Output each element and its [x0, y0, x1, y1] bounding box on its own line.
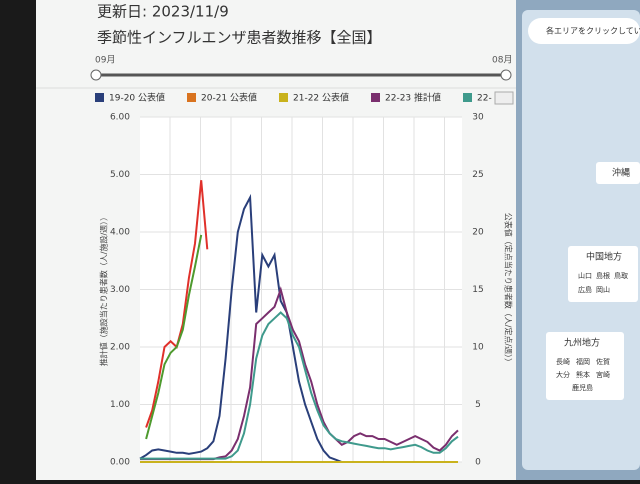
chugoku-title[interactable]: 中国地方: [586, 251, 622, 263]
legend-label[interactable]: 19-20 公表値: [109, 92, 165, 104]
kyushu-title[interactable]: 九州地方: [564, 337, 600, 349]
y2-tick-label: 5: [475, 400, 481, 410]
prefecture[interactable]: 島根: [596, 271, 610, 280]
prefecture[interactable]: 福岡: [576, 357, 590, 366]
prefecture[interactable]: 宮崎: [596, 370, 610, 379]
y2-tick-label: 0: [475, 458, 481, 468]
legend-swatch[interactable]: [279, 93, 288, 102]
y2-axis-label: 公表値（定点当たり患者数（人/定点/週））: [504, 213, 514, 366]
y-tick-label: 3.00: [110, 285, 130, 295]
updated-date: 更新日: 2023/11/9: [97, 3, 229, 21]
legend-swatch[interactable]: [187, 93, 196, 102]
prefecture[interactable]: 広島: [578, 285, 592, 294]
kyushu-box[interactable]: [546, 332, 624, 400]
y-tick-label: 2.00: [110, 343, 130, 353]
series-line: [140, 311, 459, 460]
y2-tick-label: 15: [472, 285, 483, 295]
y2-tick-label: 25: [472, 170, 483, 180]
legend-nav[interactable]: [494, 91, 514, 105]
prefecture[interactable]: 熊本: [576, 370, 590, 379]
prefecture[interactable]: 佐賀: [596, 357, 610, 366]
legend-label[interactable]: 22-: [477, 94, 492, 104]
legend-label[interactable]: 22-23 推計値: [385, 92, 441, 104]
hint-box: [528, 18, 640, 44]
legend-swatch[interactable]: [371, 93, 380, 102]
legend-label[interactable]: 21-22 公表値: [293, 92, 349, 104]
slider-end: 08月: [492, 55, 512, 66]
y2-tick-label: 30: [472, 113, 484, 123]
series-line: [145, 234, 203, 440]
slider-handle[interactable]: [500, 69, 512, 81]
y-tick-label: 6.00: [110, 113, 130, 123]
map-area: [522, 10, 640, 470]
prefecture[interactable]: 山口: [578, 272, 592, 280]
prefecture[interactable]: 岡山: [596, 286, 610, 294]
chugoku-box[interactable]: [568, 246, 638, 302]
slider-handle[interactable]: [90, 69, 102, 81]
slider-start: 09月: [95, 55, 115, 66]
y-tick-label: 5.00: [110, 170, 130, 180]
y2-tick-label: 20: [472, 228, 484, 238]
y-tick-label: 1.00: [110, 400, 130, 410]
prefecture[interactable]: 鳥取: [614, 271, 628, 280]
y-axis-label: 推計値（施設当たり患者数（人/施設/週））: [99, 213, 109, 366]
legend-label[interactable]: 20-21 公表値: [201, 92, 257, 104]
okinawa[interactable]: 沖縄: [612, 167, 630, 179]
y-tick-label: 0.00: [110, 458, 130, 468]
legend-swatch[interactable]: [95, 93, 104, 102]
map-hint: 各エリアをクリックしてい: [546, 26, 640, 36]
legend-swatch[interactable]: [463, 93, 472, 102]
prefecture[interactable]: 鹿児島: [572, 383, 593, 392]
y-tick-label: 4.00: [110, 228, 130, 238]
y2-tick-label: 10: [472, 343, 484, 353]
prefecture[interactable]: 長崎: [556, 357, 570, 366]
page-title: 季節性インフルエンザ患者数推移【全国】: [97, 29, 382, 47]
okinawa-box[interactable]: [596, 162, 640, 184]
prefecture[interactable]: 大分: [556, 370, 570, 379]
